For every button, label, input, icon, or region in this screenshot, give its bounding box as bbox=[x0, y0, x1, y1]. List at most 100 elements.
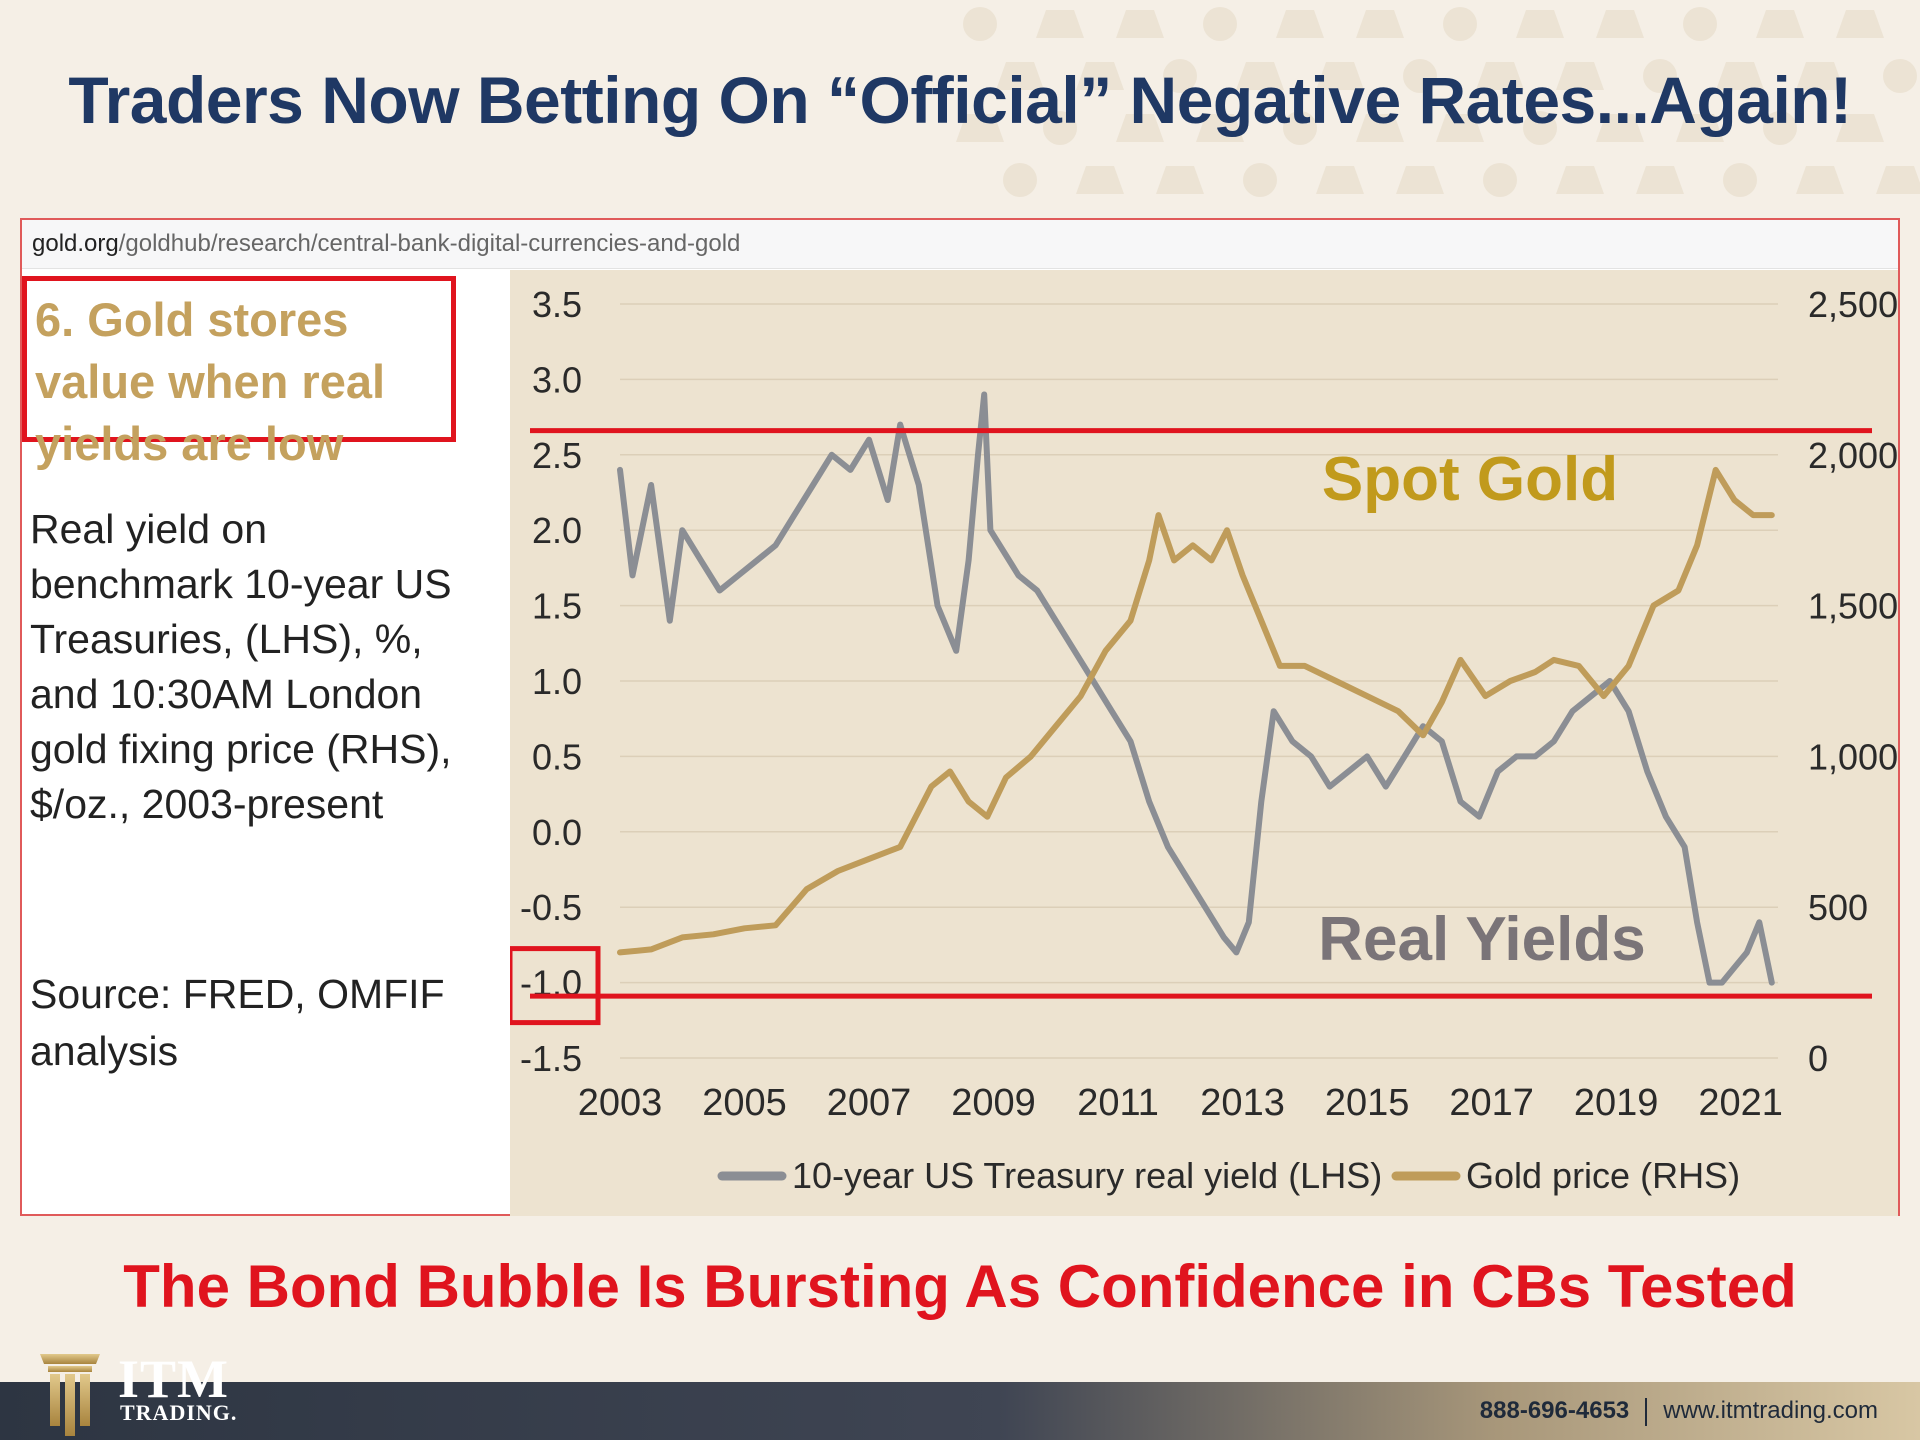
pillar-logo-icon bbox=[40, 1354, 100, 1436]
headline: Traders Now Betting On “Official” Negati… bbox=[68, 63, 1852, 137]
gold-bar-decor bbox=[1356, 114, 1404, 142]
gold-bar-decor bbox=[1883, 59, 1917, 93]
gold-bar-decor bbox=[1003, 163, 1037, 197]
y-right-tick-label: 500 bbox=[1808, 887, 1868, 928]
gold-bar-decor bbox=[1436, 114, 1484, 142]
y-right-tick-label: 0 bbox=[1808, 1038, 1828, 1079]
gold-bar-decor bbox=[956, 114, 1004, 142]
y-left-tick-label: 0.0 bbox=[532, 812, 582, 853]
gold-bar-decor bbox=[1243, 163, 1277, 197]
article-panel: gold.org/goldhub/research/central-bank-d… bbox=[20, 218, 1900, 1216]
gold-bar-decor bbox=[1403, 59, 1437, 93]
x-tick-label: 2009 bbox=[951, 1082, 1036, 1124]
x-tick-label: 2019 bbox=[1574, 1082, 1659, 1124]
yield-gold-chart: 3.53.02.52.01.51.00.50.0-0.5-1.0-1.52,50… bbox=[510, 270, 1898, 1216]
gold-bar-decor bbox=[1756, 10, 1804, 38]
gold-bar-decor bbox=[1356, 10, 1404, 38]
gold-bar-decor bbox=[1516, 10, 1564, 38]
footer-title: The Bond Bubble Is Bursting As Confidenc… bbox=[123, 1253, 1797, 1320]
contact-separator bbox=[1645, 1397, 1648, 1426]
gold-bar-decor bbox=[1236, 62, 1284, 90]
x-tick-label: 2007 bbox=[827, 1082, 912, 1124]
brand-wordmark: ITM bbox=[118, 1349, 229, 1409]
y-left-tick-label: 0.5 bbox=[532, 736, 582, 777]
chart-description: Real yield on benchmark 10-year US Treas… bbox=[30, 506, 452, 827]
gold-bar-decor bbox=[1116, 114, 1164, 142]
annotation-real-yields: Real Yields bbox=[1318, 905, 1645, 974]
legend-label-real-yield: 10-year US Treasury real yield (LHS) bbox=[792, 1155, 1382, 1196]
y-left-tick-label: 2.5 bbox=[532, 435, 582, 476]
series-line-gold-price bbox=[617, 466, 1775, 956]
chart-background bbox=[510, 270, 1898, 1216]
x-tick-label: 2005 bbox=[702, 1082, 787, 1124]
gold-bar-decor bbox=[1836, 10, 1884, 38]
gold-bar-decor bbox=[1763, 111, 1797, 145]
gold-bar-decor bbox=[1443, 7, 1477, 41]
gold-bar-decor bbox=[1876, 166, 1920, 194]
x-tick-label: 2013 bbox=[1200, 1082, 1285, 1124]
decor-pattern bbox=[956, 7, 1920, 197]
chart-area: 3.5 3.0 2.5 2.0 1.5 1.0 0.5 0.0 -0.5 -1.0 -1.5 2,50… bbox=[510, 270, 1898, 1216]
y-right-tick-label: 1,500 bbox=[1808, 586, 1898, 627]
y-left-tick-label: 2.0 bbox=[532, 510, 582, 551]
x-tick-label: 2011 bbox=[1077, 1082, 1159, 1124]
y-left-tick-label: 1.5 bbox=[532, 586, 582, 627]
gold-bar-decor bbox=[1556, 62, 1604, 90]
gold-bar-decor bbox=[1156, 166, 1204, 194]
y-right-tick-label: 2,500 bbox=[1808, 284, 1898, 325]
y-left-tick-label: -1.5 bbox=[520, 1038, 582, 1079]
gold-bar-decor bbox=[1643, 59, 1677, 93]
gold-bar-decor bbox=[996, 62, 1044, 90]
gold-bar-decor bbox=[1596, 10, 1644, 38]
x-tick-label: 2003 bbox=[578, 1082, 663, 1124]
chart-source: Source: FRED, OMFIF analysis bbox=[30, 971, 445, 1074]
gold-bar-decor bbox=[1076, 166, 1124, 194]
gold-bar-decor bbox=[1723, 163, 1757, 197]
gold-bar-decor bbox=[1396, 166, 1444, 194]
gold-bar-decor bbox=[1043, 111, 1077, 145]
gold-bar-decor bbox=[1076, 62, 1124, 90]
x-tick-label: 2015 bbox=[1325, 1082, 1410, 1124]
gold-bar-decor bbox=[1636, 166, 1684, 194]
gold-bar-decor bbox=[1283, 111, 1317, 145]
legend-label-gold-price: Gold price (RHS) bbox=[1466, 1155, 1740, 1196]
url-host: gold.org bbox=[32, 230, 119, 257]
section-title-box: 6. Gold stores value when real yields ar… bbox=[22, 276, 456, 470]
gold-bar-decor bbox=[1676, 114, 1724, 142]
x-tick-label: 2017 bbox=[1449, 1082, 1534, 1124]
gold-bar-decor bbox=[1716, 62, 1764, 90]
highlighted-tick-box bbox=[510, 946, 601, 1026]
gold-bar-decor bbox=[1523, 111, 1557, 145]
gold-bar-decor bbox=[1316, 62, 1364, 90]
y-left-tick-label: 3.0 bbox=[532, 359, 582, 400]
website-link[interactable]: www.itmtrading.com bbox=[1663, 1397, 1878, 1424]
gold-bar-decor bbox=[1116, 10, 1164, 38]
gold-bar-decor bbox=[1596, 114, 1644, 142]
bottom-bar: 888-696-4653 www.itmtrading.com bbox=[0, 1382, 1920, 1440]
gold-bar-decor bbox=[963, 7, 997, 41]
gold-bar-decor bbox=[1683, 7, 1717, 41]
gold-bar-decor bbox=[1316, 166, 1364, 194]
gold-bar-decor bbox=[1796, 62, 1844, 90]
gold-bar-decor bbox=[1556, 166, 1604, 194]
y-right-tick-label: 1,000 bbox=[1808, 736, 1898, 777]
gold-bar-decor bbox=[1163, 59, 1197, 93]
section-title: 6. Gold stores value when real yields ar… bbox=[35, 293, 386, 470]
gold-bar-decor bbox=[1036, 10, 1084, 38]
contact-info: 888-696-4653 www.itmtrading.com bbox=[1480, 1382, 1878, 1440]
gold-bar-decor bbox=[1796, 166, 1844, 194]
y-left-tick-label: 3.5 bbox=[532, 284, 582, 325]
url-path: /goldhub/research/central-bank-digital-c… bbox=[118, 230, 741, 257]
brand-subtitle: TRADING. bbox=[120, 1400, 238, 1425]
gold-bar-decor bbox=[1196, 114, 1244, 142]
gold-bar-decor bbox=[1476, 62, 1524, 90]
y-right-tick-label: 2,000 bbox=[1808, 435, 1898, 476]
phone-number[interactable]: 888-696-4653 bbox=[1479, 1397, 1630, 1424]
annotation-spot-gold: Spot Gold bbox=[1322, 445, 1618, 514]
gold-bar-decor bbox=[1203, 7, 1237, 41]
url-bar[interactable]: gold.org/goldhub/research/central-bank-d… bbox=[22, 220, 1898, 269]
y-left-tick-label: -0.5 bbox=[520, 887, 582, 928]
y-left-tick-label: 1.0 bbox=[532, 661, 582, 702]
gold-bar-decor bbox=[1483, 163, 1517, 197]
gold-bar-decor bbox=[1836, 114, 1884, 142]
